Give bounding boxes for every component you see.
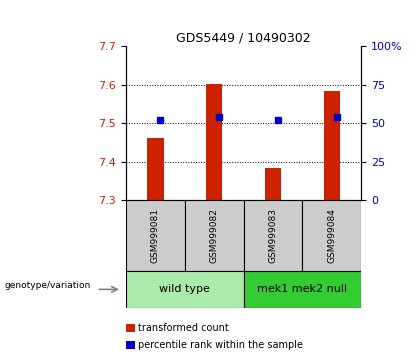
Bar (265, 169, 281, 200)
Text: GSM999083: GSM999083 (268, 208, 278, 263)
Text: transformed count: transformed count (138, 323, 228, 333)
Title: GDS5449 / 10490302: GDS5449 / 10490302 (176, 32, 311, 45)
Text: percentile rank within the sample: percentile rank within the sample (138, 340, 303, 350)
Bar (147, 138, 164, 200)
Text: GSM999082: GSM999082 (210, 208, 219, 263)
Text: mek1 mek2 null: mek1 mek2 null (257, 284, 347, 295)
Bar (244, 271, 361, 308)
Bar (302, 200, 361, 271)
Bar (126, 271, 244, 308)
Bar (323, 91, 340, 200)
Text: genotype/variation: genotype/variation (4, 280, 90, 290)
Bar (244, 200, 302, 271)
Bar (126, 324, 135, 332)
Text: GSM999081: GSM999081 (151, 208, 160, 263)
Text: GSM999084: GSM999084 (327, 208, 336, 263)
Bar (126, 341, 135, 349)
Bar (126, 200, 185, 271)
Bar (185, 200, 244, 271)
Text: wild type: wild type (159, 284, 210, 295)
Bar (206, 84, 223, 200)
